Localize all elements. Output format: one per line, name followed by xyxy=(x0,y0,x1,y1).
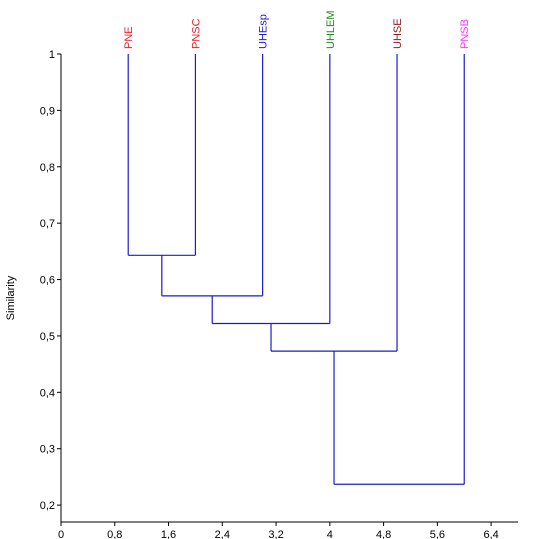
y-axis-title: Similarity xyxy=(5,275,17,320)
x-tick-label: 1,6 xyxy=(161,529,176,539)
y-tick-label: 0,9 xyxy=(40,105,55,117)
x-tick-label: 3,2 xyxy=(268,529,283,539)
x-tick-label: 2,4 xyxy=(215,529,230,539)
y-axis: 0,2 0,3 0,4 0,5 0,6 0,7 0,8 0,9 1 xyxy=(40,49,62,522)
leaf-labels: PNE PNSC UHEsp UHLEM UHSE PNSB xyxy=(123,10,471,49)
dendrogram-branches xyxy=(127,54,465,485)
x-tick-label: 0,8 xyxy=(107,529,122,539)
y-tick-label: 0,5 xyxy=(40,331,55,343)
leaf-label: UHLEM xyxy=(325,10,337,49)
y-tick-label: 0,4 xyxy=(40,387,55,399)
leaf-label: PNSB xyxy=(459,19,471,49)
leaf-label: PNSC xyxy=(190,18,202,49)
y-tick-label: 0,3 xyxy=(40,444,55,456)
leaf-label: PNE xyxy=(123,26,135,49)
x-tick-label: 4,8 xyxy=(376,529,391,539)
y-tick-label: 0,2 xyxy=(40,500,55,512)
x-tick-label: 6,4 xyxy=(483,529,498,539)
y-tick-label: 0,6 xyxy=(40,275,55,287)
x-tick-label: 4 xyxy=(327,529,333,539)
y-tick-label: 0,8 xyxy=(40,162,55,174)
leaf-label: UHSE xyxy=(392,18,404,49)
y-tick-label: 1 xyxy=(49,49,55,61)
x-tick-label: 5,6 xyxy=(430,529,445,539)
x-tick-label: 0 xyxy=(58,529,64,539)
y-tick-label: 0,7 xyxy=(40,218,55,230)
leaf-label: UHEsp xyxy=(258,14,270,49)
x-axis: 0 0,8 1,6 2,4 3,2 4 4,8 5,6 6,4 xyxy=(58,521,518,539)
